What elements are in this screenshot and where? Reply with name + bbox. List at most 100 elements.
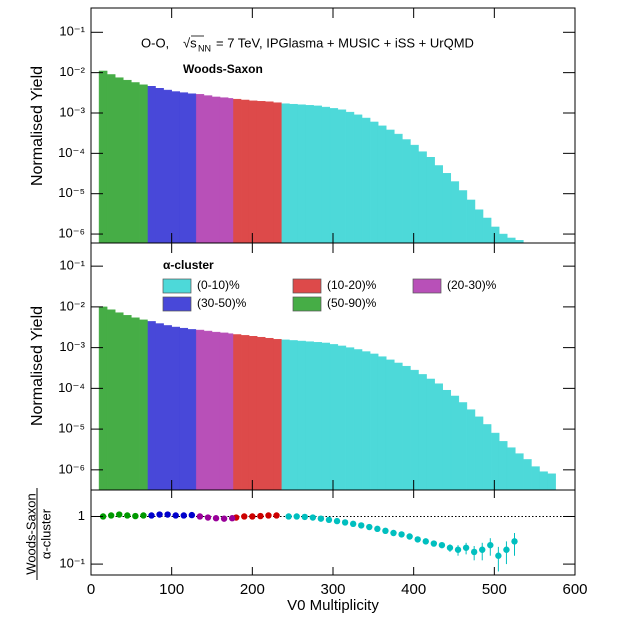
ratio-point [309,514,317,521]
histogram-bar [474,416,484,491]
histogram-bar [410,144,419,244]
histogram-bar [402,139,411,244]
ratio-point [438,541,446,549]
energy-rest: = 7 TeV, IPGlasma + MUSIC + iSS + UrQMD [216,35,474,50]
histogram-bar [289,340,298,491]
ratio-point [285,513,292,520]
histogram-bar [361,351,371,491]
histogram-bar [232,98,242,244]
ratio-point [495,552,502,559]
ratio-point [503,546,510,553]
histogram-bar [523,459,532,491]
histogram-bar [345,111,355,244]
y-tick-label: 10⁻⁵ [58,421,85,436]
legend-swatch [162,296,192,312]
ratio-point [107,512,115,519]
histogram-bar [187,329,197,491]
ratio-point [487,541,494,549]
histogram-bar [281,339,290,491]
histogram-bar [203,330,213,491]
histogram-bar [321,106,331,244]
histogram-bar [248,336,258,491]
histogram-bar [377,356,387,491]
histogram-bar [547,473,556,491]
x-tick-label: 200 [240,581,265,598]
histogram-bar [394,133,403,244]
histogram-bar [232,334,242,491]
ratio-point [273,512,280,519]
histogram-bar [264,337,274,491]
histogram-bar [369,121,379,244]
histogram-bar [426,378,435,491]
x-tick-label: 600 [562,581,587,598]
y-tick-label: 10⁻⁵ [58,185,85,200]
histogram-bar [329,344,339,491]
ratio-point [325,516,333,524]
histogram-bar [171,326,180,491]
ratio-point [257,512,264,520]
ratio-point [116,511,123,518]
histogram-bar [131,82,140,244]
legend-swatch [412,278,442,294]
ratio-point [196,513,204,520]
histogram-bar [345,347,355,491]
ratio-point [454,546,462,553]
histogram-bar [256,336,266,491]
histogram-bar [369,353,379,491]
histogram-bar [106,74,116,244]
histogram-bar [506,237,516,244]
ratio-point [479,546,486,553]
y-tick-label: 1 [78,508,85,523]
histogram-bar [179,92,189,244]
legend-swatch [162,278,192,294]
histogram-bar [466,199,476,244]
legend-label: (50-90)% [327,296,377,310]
y-axis-label: Normalised Yield [29,66,46,186]
ratio-point [366,523,373,531]
histogram-bar [114,312,124,491]
histogram-bar [450,395,460,491]
ratio-point [430,540,438,547]
histogram-bar [466,409,476,491]
histogram-bar [410,369,419,491]
histogram-bar [394,362,403,491]
histogram-bar [434,165,443,244]
ratio-point [422,538,429,545]
histogram-bar [289,103,298,244]
histogram-bar [482,217,492,244]
ratio-point [374,525,381,533]
histogram-bar [361,117,371,244]
ratio-label-top: Woods-Saxon [23,493,38,574]
histogram-bar [515,453,524,491]
ratio-point [462,544,470,551]
histogram-bar [539,471,548,491]
histogram-bar [264,101,274,244]
ratio-point [132,512,139,520]
histogram-bar [139,84,148,244]
ratio-point [301,513,308,521]
histogram-bar [114,77,124,244]
ratio-point [188,511,196,519]
histogram-bar [353,349,363,491]
ratio-point [446,544,454,551]
ratio-point [511,538,518,545]
histogram-bar [329,108,339,244]
x-tick-label: 300 [320,581,345,598]
histogram-bar [273,339,282,491]
ratio-point [293,513,300,520]
ratio-point [172,512,179,519]
ratio-label-bottom: α-cluster [38,508,53,559]
ratio-point [164,511,171,518]
histogram-bar [155,88,164,244]
y-tick-label: 10⁻¹ [59,24,85,39]
ratio-point [204,514,212,521]
histogram-bar [219,97,229,244]
histogram-bar [434,383,443,491]
plot-frame [90,489,576,576]
histogram-bar [240,335,250,491]
histogram-bar [377,125,387,244]
histogram-bar [171,91,180,244]
histogram-bar [442,389,452,491]
y-tick-label: 10⁻¹ [59,556,85,571]
